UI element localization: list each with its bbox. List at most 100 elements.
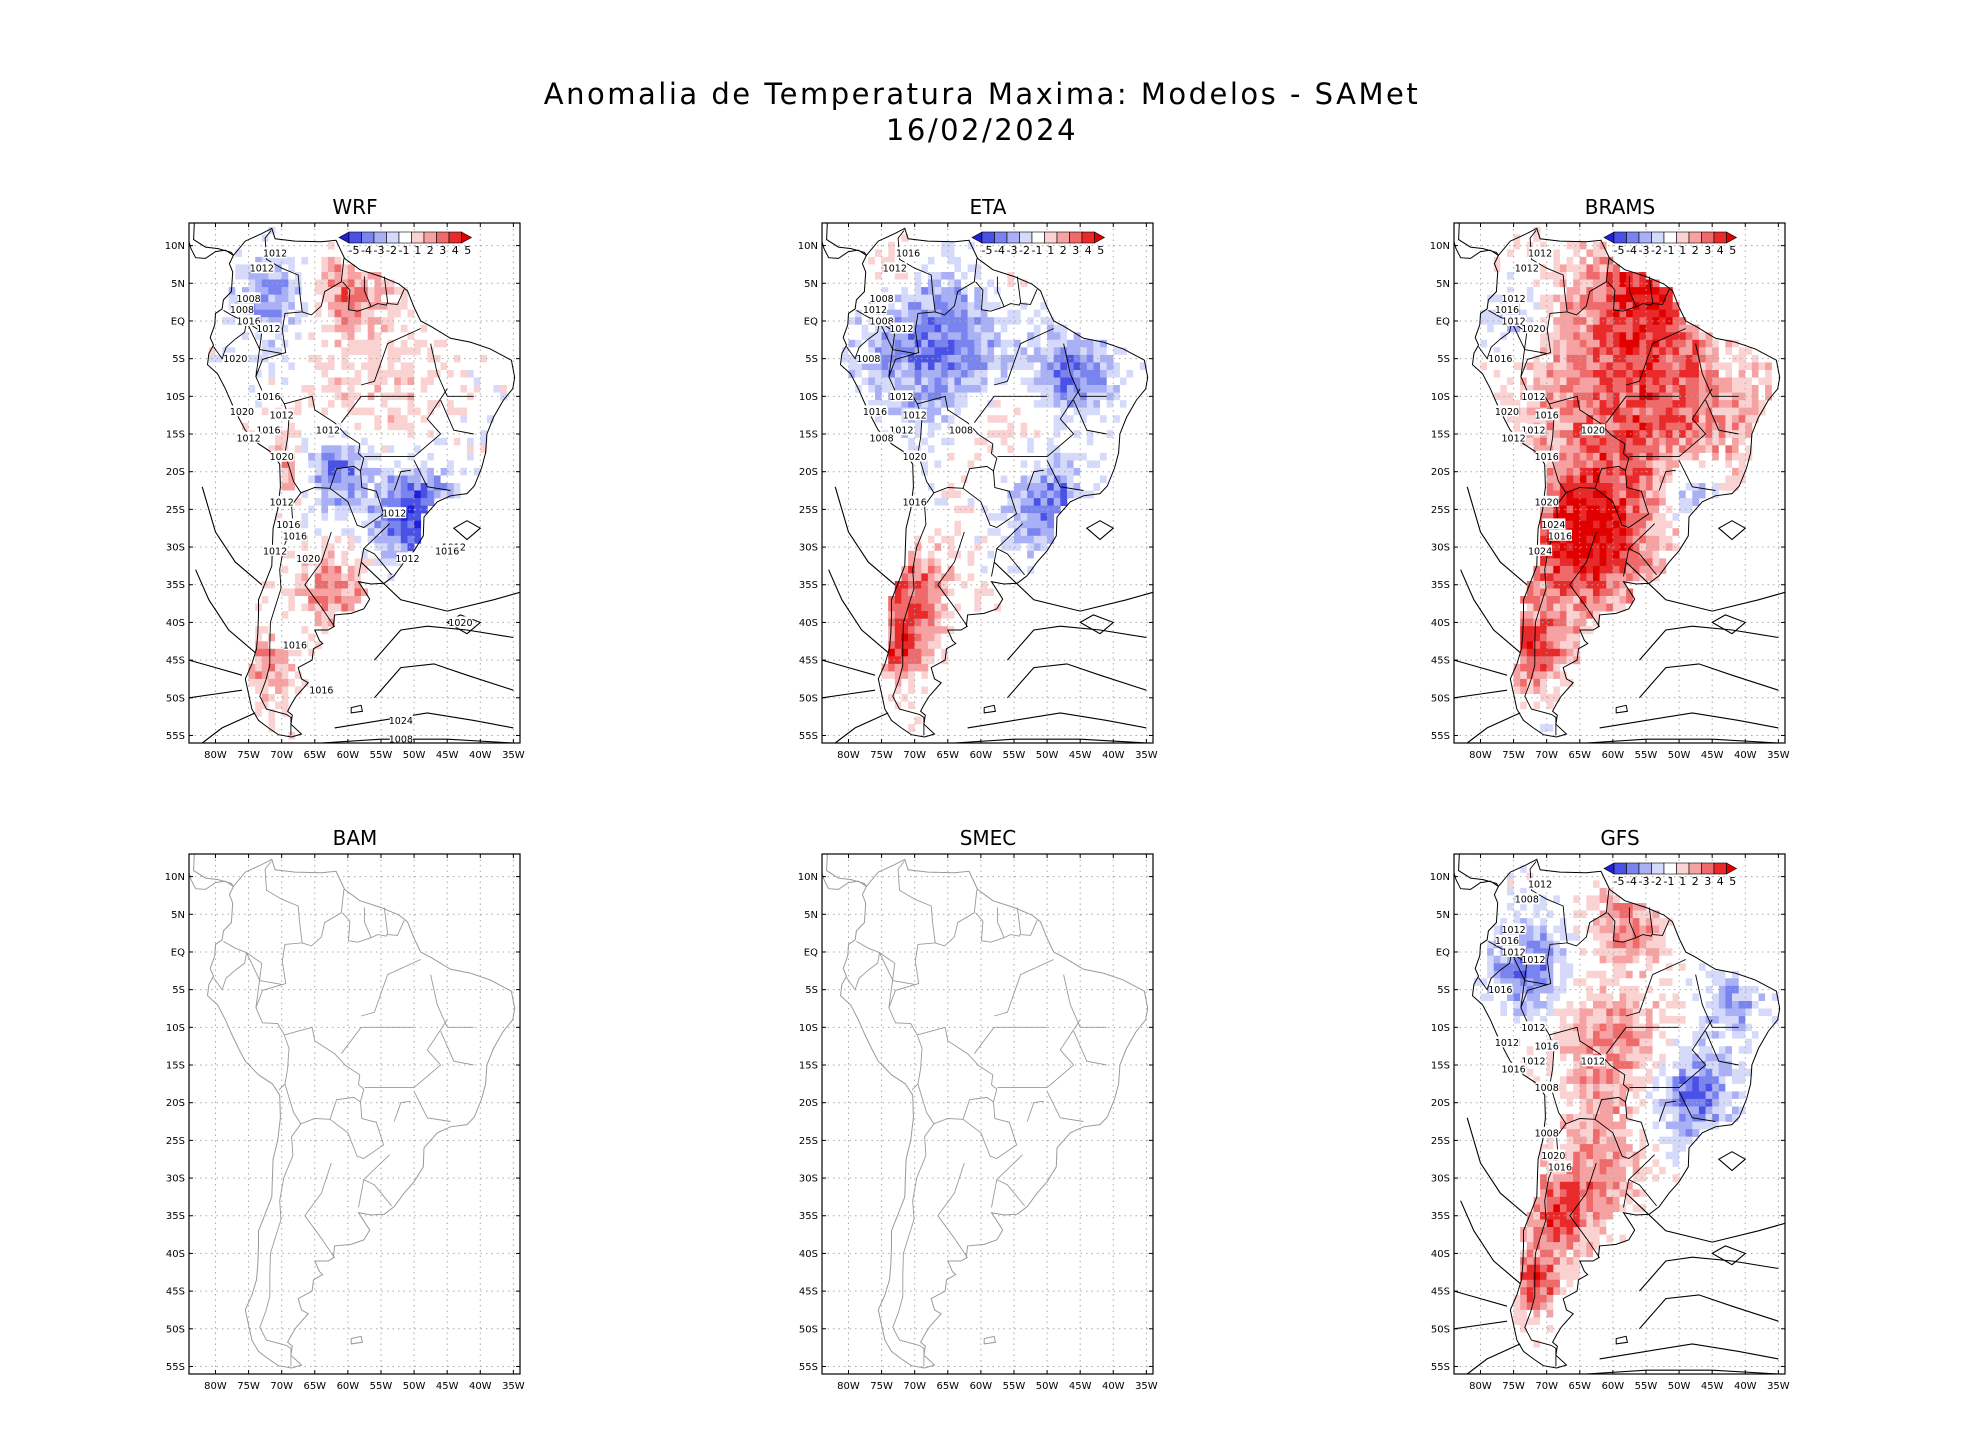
lat-tick-label: 20S [166, 467, 185, 478]
isobar-label-bg [870, 292, 894, 304]
colorbar-label: 4 [1085, 244, 1092, 257]
isobar-label: 1012 [889, 392, 913, 403]
isobar-label-bg [1522, 1055, 1546, 1067]
lat-tick-label: 10N [165, 872, 185, 883]
colorbar-label: -2 [1019, 244, 1030, 257]
lat-lon-grid [1454, 223, 1785, 743]
isobar-label-bg [903, 450, 927, 462]
isobars [188, 486, 521, 744]
lat-tick-label: EQ [1436, 316, 1450, 327]
isobar-label: 1012 [395, 554, 419, 565]
lon-tick-label: 45W [436, 750, 459, 761]
isobar-label-bg [1502, 923, 1526, 935]
lat-tick-label: 45S [799, 656, 818, 667]
lat-tick-label: 15S [799, 1061, 818, 1072]
lat-tick-label: 5N [804, 279, 818, 290]
colorbar: -5 -4 -3 -2 -1 1 2 3 4 5 [1603, 231, 1738, 257]
isobar-label: 1012 [256, 324, 280, 335]
lon-tick-label: 80W [1469, 1381, 1492, 1392]
isobar-label: 1016 [896, 249, 920, 260]
lat-tick-label: 30S [799, 543, 818, 554]
lon-tick-label: 65W [1568, 1381, 1591, 1392]
isobar-label: 1012 [1528, 249, 1552, 260]
colorbar-label: 2 [427, 244, 434, 257]
lon-tick-label: 50W [1668, 1381, 1691, 1392]
lon-tick-label: 60W [970, 750, 993, 761]
isobar-label: 1008 [1535, 1083, 1559, 1094]
isobar-label-bg [1502, 1062, 1526, 1074]
lon-tick-label: 75W [237, 750, 260, 761]
map-panel-smec: SMEC 10N 5N EQ 5S 10S 15S 20S 25S 30S 35S 40S 45S 50… [778, 826, 1198, 1396]
lat-tick-label: 5N [804, 910, 818, 921]
isobar-label: 1016 [903, 497, 927, 508]
isobar-label: 1008 [389, 735, 413, 746]
isobar-label-bg [283, 529, 307, 541]
isobar-label: 1012 [236, 433, 260, 444]
isobar-label-bg [890, 322, 914, 334]
lat-tick-label: 55S [1431, 1362, 1450, 1373]
isobar-label: 1012 [1501, 925, 1525, 936]
isobar-label: 1012 [250, 264, 274, 275]
lat-tick-label: 55S [799, 1362, 818, 1373]
isobar-label: 1008 [1535, 1128, 1559, 1139]
colorbar-label: -5 [1614, 875, 1625, 888]
isobar-label: 1016 [435, 546, 459, 557]
lat-tick-label: 45S [799, 1287, 818, 1298]
colorbar-label: 1 [1679, 244, 1686, 257]
isobar-label: 1008 [236, 294, 260, 305]
lat-tick-label: 30S [799, 1174, 818, 1185]
lat-tick-label: 10S [166, 1023, 185, 1034]
colorbar-label: -1 [1664, 244, 1675, 257]
isobar-label: 1020 [296, 554, 320, 565]
lat-tick-label: 10N [1430, 872, 1450, 883]
lon-tick-label: 35W [502, 750, 525, 761]
lon-tick-label: 65W [303, 750, 326, 761]
isobar-label: 1008 [230, 305, 254, 316]
lat-tick-label: 35S [799, 1211, 818, 1222]
lat-tick-label: 10S [1431, 392, 1450, 403]
isobar-label: 1020 [270, 452, 294, 463]
lat-tick-label: 10N [165, 241, 185, 252]
lon-tick-label: 70W [903, 750, 926, 761]
lon-tick-label: 60W [970, 1381, 993, 1392]
lon-tick-label: 80W [837, 750, 860, 761]
lon-tick-label: 80W [204, 1381, 227, 1392]
lat-tick-label: EQ [804, 947, 818, 958]
isobar-label-bg [897, 247, 921, 259]
lat-tick-label: 10N [798, 872, 818, 883]
title-line-2: 16/02/2024 [885, 113, 1079, 147]
isobar-label-bg [1535, 450, 1559, 462]
map-svg-bam: 10N 5N EQ 5S 10S 15S 20S 25S 30S 35S 40S 45S 50S 55S 8… [165, 853, 525, 1392]
colorbar-label: 3 [1704, 244, 1711, 257]
lat-tick-label: 5N [1436, 279, 1450, 290]
lon-tick-label: 65W [1568, 750, 1591, 761]
colorbar-label: 3 [1704, 875, 1711, 888]
isobar-label-bg [257, 390, 281, 402]
isobar-label: 1008 [856, 354, 880, 365]
isobar-label-bg [1529, 544, 1553, 556]
map-panel-eta: ETA 1016 1012 1008 1012 1008 1012 1008 1012 1016… [778, 195, 1198, 765]
falkland-islands [350, 1335, 364, 1345]
isobar-label-bg [317, 424, 341, 436]
isobar-label-bg [237, 292, 261, 304]
lat-tick-label: 15S [799, 430, 818, 441]
colorbar-label: -3 [1639, 244, 1650, 257]
lon-tick-label: 55W [370, 750, 393, 761]
map-frame [188, 222, 521, 744]
lat-tick-label: 35S [166, 1211, 185, 1222]
falkland-islands [1615, 704, 1629, 714]
isobar-label: 1012 [1501, 433, 1525, 444]
isobar-label-bg [1502, 431, 1526, 443]
isobar-label-bg [389, 714, 413, 726]
lon-tick-label: 75W [1502, 1381, 1525, 1392]
isobar-label-bg [1582, 424, 1606, 436]
lat-tick-label: 20S [799, 1098, 818, 1109]
isobar-label: 1012 [1495, 1038, 1519, 1049]
lat-tick-label: 15S [166, 430, 185, 441]
isobar-label-bg [250, 262, 274, 274]
isobar-label-bg [1522, 322, 1546, 334]
lon-tick-label: 75W [870, 750, 893, 761]
isobar-label-bg [903, 409, 927, 421]
isobar-label: 1020 [1541, 1151, 1565, 1162]
